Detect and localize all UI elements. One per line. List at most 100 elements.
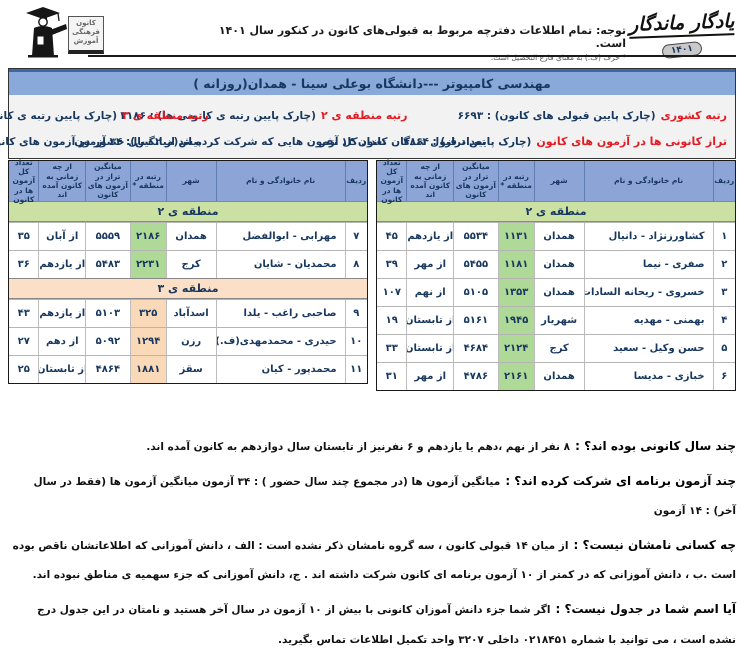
footnote-missing-names: چه کسانی نامشان نیست؟ : از میان ۱۴ قبولی… [12, 537, 736, 582]
city: کرج [167, 251, 217, 278]
region-rank: ۱۹۴۵ [498, 307, 535, 334]
footnote-years: چند سال کانونی بوده اند؟ : ۸ نفر از نهم … [146, 439, 736, 453]
kanoon-score: تراز کانونی ها در آزمون های کانون (چارک … [403, 134, 727, 148]
national-rank: رتبه کشوری (چارک پایین قبولی های کانون) … [457, 108, 727, 122]
kanoon-logo: کانون فرهنگی آموزش [10, 4, 106, 58]
total-exams: ۲۵ [9, 356, 40, 383]
program-title: مهندسی کامپیوتر ---دانشگاه بوعلی سینا - … [193, 76, 551, 91]
table-row: ۷ مهرابی - ابوالفضل همدان ۲۱۸۶ ۵۵۵۹ از آبان ۳۵ [9, 222, 367, 250]
total-exams: ۳۵ [9, 223, 40, 250]
header-note-block: توجه: تمام اطلاعات دفترچه مربوط به قبولی… [206, 24, 626, 62]
student-name: مهرابی - ابوالفضل [217, 223, 346, 250]
avg-score: ۴۷۸۶ [454, 363, 499, 390]
header-subnote: * حرف (ف.) به معنای فارغ التحصیل است. [490, 53, 626, 62]
row-number: ۱۰ [350, 336, 363, 347]
table-row: ۱۰ حیدری - محمدمهدی(ف.) رزن ۱۲۹۴ ۵۰۹۲ از دهم ۲… [9, 327, 367, 355]
member-since: از یازدهم [39, 300, 86, 327]
city: همدان [535, 223, 585, 250]
table-row: ۶ خبازی - مدیسا همدان ۲۱۶۱ ۴۷۸۶ از مهر ۳۱ [377, 362, 735, 390]
member-since: از تابستان [39, 356, 86, 383]
region-rank: ۲۲۳۱ [130, 251, 167, 278]
region-rank: ۱۲۹۴ [130, 328, 167, 355]
table-row: ۲ صفری - نیما همدان ۱۱۸۱ ۵۴۵۵ از مهر ۳۹ [377, 250, 735, 278]
table-header-row: ردیف نام خانوادگی و نام شهر رتبه در منطقه *… [377, 158, 735, 204]
region-rank: ۲۱۶۱ [498, 363, 535, 390]
table-row: ۴ بهمنی - مهدیه شهریار ۱۹۴۵ ۵۱۶۱ از تابستان ۱۹ [377, 306, 735, 334]
footnote-exams: چند آزمون برنامه ای شرکت کرده اند؟ : میا… [33, 473, 736, 518]
column-header: تعداد کل آزمون ها در کانون [9, 158, 40, 204]
logo-caption-line: فرهنگی [72, 28, 100, 36]
footnote-contact: آیا اسم شما در جدول نیست؟ : اگر شما جزء … [37, 601, 736, 646]
column-header: رتبه در منطقه * [499, 161, 535, 201]
zone-band: منطقه ی ۲ [9, 201, 367, 222]
region-rank: ۲۱۲۴ [498, 335, 535, 362]
column-header: تعداد کل آزمون ها در کانون [377, 158, 408, 204]
kanoon-logo-caption: کانون فرهنگی آموزش [68, 16, 104, 54]
region-rank: ۲۱۸۶ [130, 223, 167, 250]
avg-score: ۵۱۰۵ [454, 279, 499, 306]
column-header: میانگین تراز در آزمون های کانون [86, 161, 131, 201]
member-since: از تابستان [407, 335, 454, 362]
page-header: کانون فرهنگی آموزش توجه: تمام اطلاعات دف… [0, 0, 744, 64]
avg-exam-count: تعداد کل آزمون هایی که شرکت کرده اند(میا… [74, 135, 387, 148]
total-exams: ۳۱ [377, 363, 408, 390]
table-row: ۹ صاحبی راغب - یلدا اسدآباد ۳۲۵ ۵۱۰۳ از یازده… [9, 299, 367, 327]
student-name: کشاورزنژاد - دانیال [585, 223, 714, 250]
city: رزن [167, 328, 217, 355]
row-number: ۹ [353, 308, 360, 319]
brand-logotype: یادگار ماندگار [628, 10, 736, 39]
student-name: حسن وکیل - سعید [585, 335, 714, 362]
row-number: ۴ [721, 315, 728, 326]
two-year-presence: بیش از ۲ سال حضور در آزمون های کانون: ۲ … [0, 135, 202, 148]
student-name: خبازی - مدیسا [585, 363, 714, 390]
student-name: بهمنی - مهدیه [585, 307, 714, 334]
avg-score: ۵۱۰۳ [86, 300, 131, 327]
student-name: صاحبی راغب - یلدا [217, 300, 346, 327]
total-exams: ۳۹ [377, 251, 408, 278]
table-row: ۸ محمدیان - شایان کرج ۲۲۳۱ ۵۴۸۳ از یازدهم ۳۶ [9, 250, 367, 278]
region-rank: ۱۱۸۱ [498, 251, 535, 278]
city: همدان [167, 223, 217, 250]
total-exams: ۱۹ [377, 307, 408, 334]
summary-row-stats: تراز کانونی ها در آزمون های کانون (چارک … [0, 126, 727, 152]
member-since: از نهم [407, 279, 454, 306]
results-table-rows-7-11: ردیف نام خانوادگی و نام شهر رتبه در منطقه *… [8, 158, 368, 384]
avg-score: ۵۰۹۲ [86, 328, 131, 355]
avg-score: ۴۶۸۴ [454, 335, 499, 362]
member-since: از تابستان [407, 307, 454, 334]
footnotes-section: چند سال کانونی بوده اند؟ : ۸ نفر از نهم … [8, 430, 736, 657]
table-header-row: ردیف نام خانوادگی و نام شهر رتبه در منطقه *… [9, 158, 367, 204]
logo-caption-line: آموزش [73, 37, 99, 45]
member-since: از آبان [39, 223, 86, 250]
results-table-rows-1-6: ردیف نام خانوادگی و نام شهر رتبه در منطقه *… [376, 158, 736, 391]
city: شهریار [535, 307, 585, 334]
column-header: ردیف [346, 176, 367, 186]
zone-band: منطقه ی ۲ [377, 201, 735, 222]
total-exams: ۲۷ [9, 328, 40, 355]
program-block: مهندسی کامپیوتر ---دانشگاه بوعلی سینا - … [0, 68, 736, 159]
total-exams: ۳۳ [377, 335, 408, 362]
student-name: محمدیان - شایان [217, 251, 346, 278]
zone-band: منطقه ی ۳ [9, 278, 367, 299]
city: همدان [535, 251, 585, 278]
city: همدان [535, 279, 585, 306]
table-row: ۱۱ محمدپور - کیان سقز ۱۸۸۱ ۴۸۶۴ از تابستان ۲۵ [9, 355, 367, 383]
table-row: ۱ کشاورزنژاد - دانیال همدان ۱۱۳۱ ۵۵۳۴ از یازد… [377, 222, 735, 250]
total-exams: ۴۵ [377, 223, 408, 250]
member-since: از دهم [39, 328, 86, 355]
city: کرج [535, 335, 585, 362]
total-exams: ۳۶ [9, 251, 40, 278]
region2-rank: رتبه منطقه ی ۲ (چارک پایین رتبه ی کانونی… [120, 108, 408, 122]
column-header: ردیف [714, 176, 735, 186]
graduate-icon [26, 7, 67, 58]
row-number: ۸ [353, 259, 360, 270]
avg-score: ۵۱۶۱ [454, 307, 499, 334]
summary-panel: رتبه کشوری (چارک پایین قبولی های کانون) … [0, 95, 735, 158]
summary-row-ranks: رتبه کشوری (چارک پایین قبولی های کانون) … [0, 100, 727, 126]
member-since: از مهر [407, 251, 454, 278]
row-number: ۷ [353, 231, 360, 242]
admitted-count: تعداد قبول شدگان کانون ۱۴ نفر [319, 135, 486, 148]
student-name: خسروی - ریحانه السادات(ف.) [585, 279, 714, 306]
avg-score: ۵۵۳۴ [454, 223, 499, 250]
avg-score: ۵۵۵۹ [86, 223, 131, 250]
